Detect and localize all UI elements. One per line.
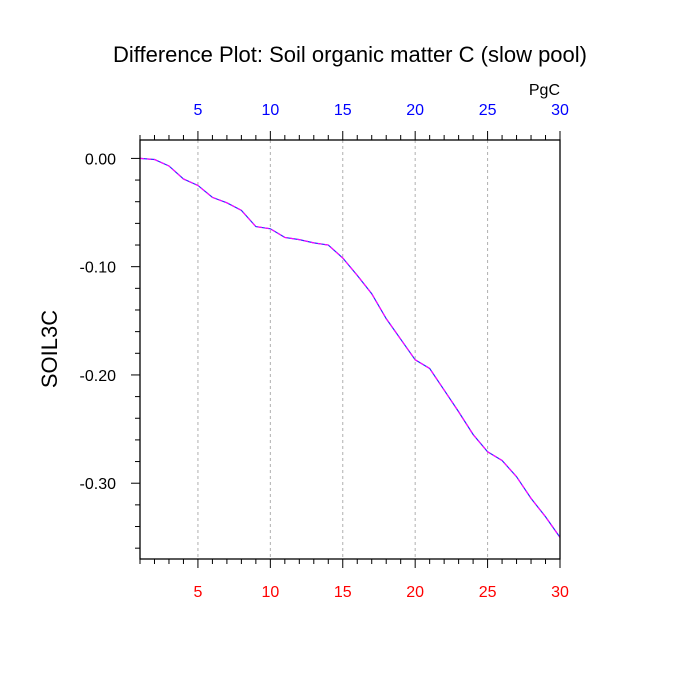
x-tick-label-top: 20 bbox=[406, 102, 424, 119]
y-tick-label: 0.00 bbox=[85, 151, 116, 168]
x-tick-label-top: 15 bbox=[334, 102, 352, 119]
series-layer bbox=[139, 157, 561, 538]
x-tick-label-top: 10 bbox=[261, 102, 279, 119]
plot-frame bbox=[139, 139, 561, 560]
y-axis-label: SOIL3C bbox=[37, 310, 62, 388]
x-tick-label-bottom: 15 bbox=[334, 584, 352, 601]
series-line bbox=[139, 157, 561, 538]
chart-title: Difference Plot: Soil organic matter C (… bbox=[113, 42, 587, 67]
x-tick-label-bottom: 5 bbox=[193, 584, 202, 601]
y-tick-label: -0.30 bbox=[80, 476, 117, 493]
x-tick-label-bottom: 30 bbox=[551, 584, 569, 601]
y-tick-label: -0.20 bbox=[80, 368, 117, 385]
x-tick-label-top: 5 bbox=[193, 102, 202, 119]
x-tick-label-top: 30 bbox=[551, 102, 569, 119]
x-tick-label-bottom: 10 bbox=[261, 584, 279, 601]
tick-layer bbox=[131, 131, 561, 568]
grid-layer bbox=[197, 140, 489, 559]
x-tick-label-top: 25 bbox=[479, 102, 497, 119]
series-line-dashed-overlay bbox=[139, 157, 561, 538]
units-label: PgC bbox=[529, 82, 560, 99]
tick-label-layer: 5 5 10 10 15 15 20 20 25 25 30 30 0.00 -0.10 -0.20 -0.3… bbox=[80, 102, 569, 601]
x-tick-label-bottom: 25 bbox=[479, 584, 497, 601]
y-tick-label: -0.10 bbox=[80, 260, 117, 277]
x-tick-label-bottom: 20 bbox=[406, 584, 424, 601]
